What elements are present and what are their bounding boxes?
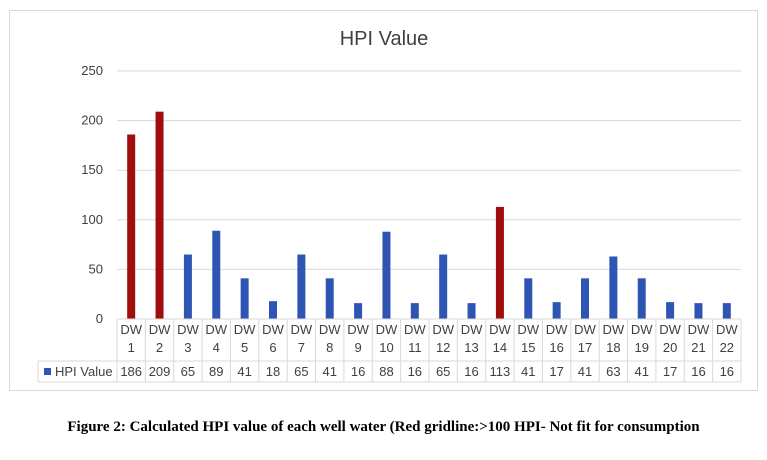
bar-dw7 bbox=[297, 254, 306, 319]
y-tick-label: 200 bbox=[81, 113, 103, 128]
category-label: DW 18 bbox=[603, 322, 625, 355]
hpi-bar-chart: HPI Value 0 50 100 150 200 250 DW 1 DW 2 DW 3 DW 4 DW 5 D… bbox=[37, 28, 742, 383]
data-label: 17 bbox=[549, 364, 563, 379]
data-label: 16 bbox=[464, 364, 478, 379]
category-label: DW 2 bbox=[149, 322, 171, 355]
data-label: 16 bbox=[408, 364, 422, 379]
category-label: DW 1 bbox=[120, 322, 142, 355]
y-tick-label: 250 bbox=[81, 63, 103, 78]
y-tick-label: 150 bbox=[81, 162, 103, 177]
data-label: 41 bbox=[237, 364, 251, 379]
category-label: DW 3 bbox=[177, 322, 199, 355]
category-label: DW 6 bbox=[262, 322, 284, 355]
data-label: 89 bbox=[209, 364, 223, 379]
data-label: 186 bbox=[120, 364, 142, 379]
category-label: DW 15 bbox=[517, 322, 539, 355]
legend-key bbox=[44, 368, 51, 375]
data-label: 41 bbox=[578, 364, 592, 379]
data-label: 16 bbox=[720, 364, 734, 379]
category-label: DW 7 bbox=[291, 322, 313, 355]
data-label: 41 bbox=[521, 364, 535, 379]
category-label: DW 5 bbox=[234, 322, 256, 355]
category-label: DW 4 bbox=[205, 322, 227, 355]
category-label: DW 21 bbox=[688, 322, 710, 355]
bar-dw22 bbox=[722, 303, 731, 319]
category-label: DW 8 bbox=[319, 322, 341, 355]
bar-dw9 bbox=[354, 303, 363, 319]
category-label: DW 10 bbox=[376, 322, 398, 355]
bar-dw12 bbox=[439, 254, 448, 319]
data-label: 16 bbox=[691, 364, 705, 379]
category-label: DW 20 bbox=[659, 322, 681, 355]
bar-dw1 bbox=[127, 134, 136, 319]
bar-dw13 bbox=[467, 303, 476, 319]
category-label: DW 9 bbox=[347, 322, 369, 355]
category-label: DW 19 bbox=[631, 322, 653, 355]
bar-dw6 bbox=[269, 301, 277, 319]
y-tick-label: 50 bbox=[89, 261, 103, 276]
data-label: 41 bbox=[634, 364, 648, 379]
category-label: DW 16 bbox=[546, 322, 568, 355]
data-label: 113 bbox=[490, 364, 511, 379]
chart-title: HPI Value bbox=[340, 28, 429, 50]
bar-dw11 bbox=[410, 303, 419, 319]
bar-dw8 bbox=[325, 278, 334, 319]
bar-dw21 bbox=[694, 303, 703, 319]
bar-dw16 bbox=[552, 302, 561, 319]
bar-dw3 bbox=[183, 254, 192, 319]
bar-dw4 bbox=[212, 230, 221, 319]
bar-dw10 bbox=[382, 231, 391, 319]
category-label: DW 11 bbox=[404, 322, 426, 355]
data-label: 16 bbox=[351, 364, 365, 379]
data-label: 41 bbox=[322, 364, 336, 379]
category-label: DW 13 bbox=[461, 322, 483, 355]
category-label: DW 22 bbox=[716, 322, 738, 355]
legend-series-name: HPI Value bbox=[55, 364, 113, 379]
data-label: 63 bbox=[606, 364, 620, 379]
bar-dw14 bbox=[495, 206, 504, 319]
category-label: DW 17 bbox=[574, 322, 596, 355]
data-label: 17 bbox=[663, 364, 677, 379]
bar-dw18 bbox=[609, 256, 618, 319]
bar-dw2 bbox=[155, 111, 164, 319]
y-tick-label: 100 bbox=[81, 212, 103, 227]
y-tick-label: 0 bbox=[96, 311, 103, 326]
category-label: DW 14 bbox=[489, 322, 511, 355]
figure-caption: Figure 2: Calculated HPI value of each w… bbox=[67, 419, 700, 435]
bar-dw20 bbox=[666, 302, 675, 319]
category-label: DW 12 bbox=[432, 322, 454, 355]
data-label: 65 bbox=[436, 364, 450, 379]
data-label: 209 bbox=[149, 364, 171, 379]
bar-dw15 bbox=[524, 278, 533, 319]
data-label: 65 bbox=[294, 364, 308, 379]
data-label: 18 bbox=[266, 364, 280, 379]
bar-dw19 bbox=[637, 278, 646, 319]
data-label: 65 bbox=[181, 364, 195, 379]
bar-dw17 bbox=[581, 278, 589, 319]
bar-dw5 bbox=[240, 278, 249, 319]
data-label: 88 bbox=[379, 364, 393, 379]
